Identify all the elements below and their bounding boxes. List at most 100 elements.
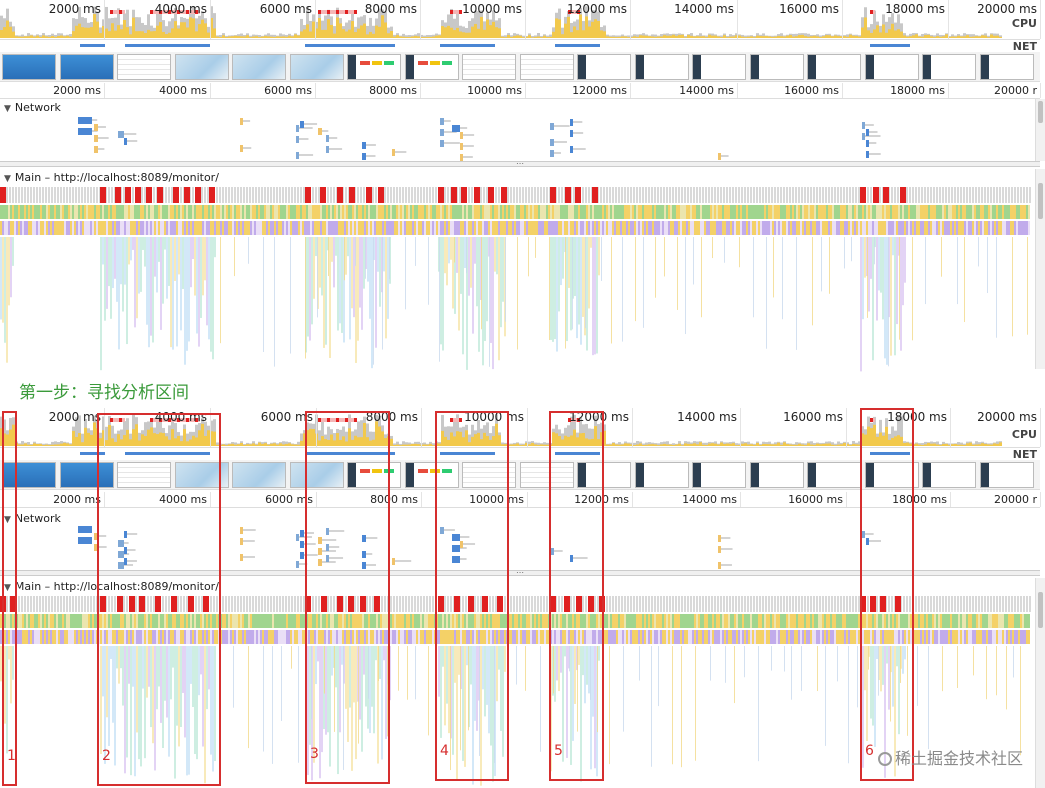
resize-splitter[interactable]: ⋯: [0, 160, 1040, 168]
main-thread-track[interactable]: ▼ Main – http://localhost:8089/monitor/: [0, 578, 1040, 788]
task-bar: [369, 596, 371, 612]
net-bar: [125, 44, 210, 47]
screenshot-filmstrip[interactable]: [0, 52, 1040, 82]
cpu-bar-scripting: [318, 18, 321, 38]
flame-slice: [788, 221, 790, 235]
network-scrollbar[interactable]: [1035, 99, 1045, 161]
flame-slice: [568, 221, 570, 235]
flame-stack: [490, 646, 492, 746]
flame-slice: [416, 221, 418, 235]
network-track[interactable]: ▼ Network: [0, 99, 1040, 161]
cpu-bar-scripting: [525, 442, 528, 446]
flame-slice: [546, 205, 548, 219]
collapse-triangle-icon[interactable]: ▼: [4, 174, 11, 184]
screenshot-frame[interactable]: [289, 462, 344, 488]
screenshot-frame[interactable]: [117, 54, 171, 80]
screenshot-frame[interactable]: [404, 462, 459, 488]
flame-slice: [442, 614, 444, 628]
screenshot-frame[interactable]: [232, 462, 286, 488]
collapse-triangle-icon[interactable]: ▼: [4, 583, 11, 593]
flame-slice: [730, 630, 732, 644]
screenshot-frame[interactable]: [634, 462, 689, 488]
flame-slice: [148, 205, 150, 219]
flame-slice: [696, 205, 698, 219]
screenshot-frame[interactable]: [519, 54, 574, 80]
cpu-bar-scripting: [609, 444, 612, 446]
network-track[interactable]: ▼ Network: [0, 508, 1040, 570]
screenshot-frame[interactable]: [979, 54, 1034, 80]
screenshot-frame[interactable]: [174, 54, 229, 80]
main-section-header[interactable]: ▼ Main – http://localhost:8089/monitor/: [0, 578, 1040, 596]
screenshot-frame[interactable]: [289, 54, 344, 80]
screenshot-frame[interactable]: [59, 54, 114, 80]
screenshot-frame[interactable]: [519, 462, 574, 488]
task-bar: [297, 596, 299, 612]
long-task-marker: [336, 418, 339, 422]
cpu-track-label: CPU: [1011, 17, 1037, 30]
cpu-bar-system: [498, 18, 501, 38]
flame-slice: [1020, 205, 1022, 219]
flame-stack: [166, 237, 168, 299]
flame-slice: [802, 614, 804, 628]
screenshot-frame[interactable]: [864, 54, 919, 80]
screenshot-frame[interactable]: [347, 54, 401, 80]
collapse-triangle-icon[interactable]: ▼: [4, 104, 11, 114]
screenshot-frame[interactable]: [749, 54, 804, 80]
screenshot-frame[interactable]: [922, 54, 976, 80]
cpu-bar-scripting: [78, 433, 81, 446]
flame-slice: [986, 614, 988, 628]
cpu-bar-scripting: [75, 25, 78, 38]
flame-chart[interactable]: [0, 596, 1034, 786]
network-section-header[interactable]: ▼ Network: [0, 99, 1040, 117]
screenshot-frame[interactable]: [347, 462, 401, 488]
screenshot-frame[interactable]: [692, 462, 746, 488]
screenshot-frame[interactable]: [59, 462, 114, 488]
screenshot-frame[interactable]: [807, 462, 861, 488]
screenshot-frame[interactable]: [2, 462, 56, 488]
flame-slice: [374, 630, 376, 644]
cpu-bar-scripting: [573, 26, 576, 38]
flame-slice: [366, 614, 368, 628]
overview-timeline[interactable]: CPU NET 2000 ms 4000 ms 6000 ms 8000 ms 1000…: [0, 0, 1041, 53]
screenshot-frame[interactable]: [577, 54, 631, 80]
main-scrollbar[interactable]: [1035, 169, 1045, 369]
task-bar: [255, 187, 257, 203]
screenshot-frame[interactable]: [807, 54, 861, 80]
flame-slice: [58, 221, 60, 235]
network-section-header[interactable]: ▼ Network: [0, 510, 1040, 528]
cpu-bar-scripting: [324, 439, 327, 446]
flame-slice: [82, 614, 84, 628]
screenshot-frame[interactable]: [922, 462, 976, 488]
task-bar: [57, 187, 59, 203]
screenshot-frame[interactable]: [979, 462, 1034, 488]
main-thread-track[interactable]: ▼ Main – http://localhost:8089/monitor/: [0, 169, 1040, 372]
screenshot-frame[interactable]: [462, 54, 516, 80]
cpu-bar-system: [195, 424, 198, 446]
main-section-header[interactable]: ▼ Main – http://localhost:8089/monitor/: [0, 169, 1040, 187]
screenshot-frame[interactable]: [692, 54, 746, 80]
collapse-triangle-icon[interactable]: ▼: [4, 515, 11, 525]
flame-slice: [860, 205, 862, 219]
cpu-bar-scripting: [216, 444, 219, 446]
screenshot-frame[interactable]: [404, 54, 459, 80]
flame-slice: [1002, 614, 1004, 628]
screenshot-frame[interactable]: [577, 462, 631, 488]
screenshot-frame[interactable]: [117, 462, 171, 488]
task-bar: [399, 596, 401, 612]
screenshot-frame[interactable]: [232, 54, 286, 80]
cpu-bar-scripting: [780, 36, 783, 38]
cpu-bar-scripting: [243, 36, 246, 38]
flame-slice: [158, 205, 160, 219]
grid-line: [737, 0, 738, 39]
flame-slice: [172, 221, 174, 235]
cpu-bar-scripting: [504, 444, 507, 446]
flame-chart[interactable]: [0, 187, 1034, 372]
flame-slice: [760, 205, 762, 219]
screenshot-frame[interactable]: [749, 462, 804, 488]
screenshot-frame[interactable]: [864, 462, 919, 488]
resize-splitter[interactable]: ⋯: [0, 569, 1040, 577]
screenshot-frame[interactable]: [634, 54, 689, 80]
flame-slice: [152, 221, 154, 235]
flame-slice: [112, 630, 114, 644]
screenshot-frame[interactable]: [2, 54, 56, 80]
